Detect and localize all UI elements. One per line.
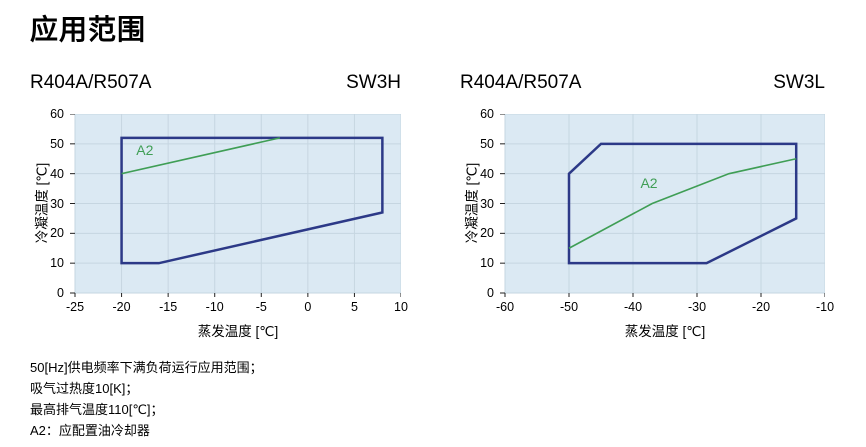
x-tick-label: -25 bbox=[65, 300, 85, 314]
x-tick-label: -10 bbox=[815, 300, 835, 314]
refrigerant-label: R404A/R507A bbox=[30, 72, 152, 93]
x-axis-ticks: -60 -50 -40 -30 -20 -10 bbox=[496, 300, 834, 316]
x-tick-label: 5 bbox=[350, 300, 358, 314]
footnotes: 50[Hz]供电频率下满负荷运行应用范围； 吸气过热度10[K]； 最高排气温度… bbox=[30, 357, 263, 441]
y-tick-label: 40 bbox=[50, 166, 64, 181]
x-tick-label: -50 bbox=[559, 300, 579, 314]
a2-label: A2 bbox=[136, 142, 153, 158]
note-line: A2：应配置油冷却器 bbox=[30, 423, 150, 438]
y-tick-label: 0 bbox=[57, 286, 64, 300]
x-tick-label: -30 bbox=[687, 300, 707, 314]
x-tick-label: -20 bbox=[751, 300, 771, 314]
a2-label: A2 bbox=[640, 175, 657, 191]
y-tick-label: 30 bbox=[480, 196, 494, 211]
chart-sw3h: R404A/R507A SW3H 冷凝温度 [℃] 0 10 20 30 40 50 60 … bbox=[30, 72, 408, 347]
x-tick-label: -40 bbox=[623, 300, 643, 314]
operating-envelope-outline bbox=[120, 136, 384, 265]
y-tick-label: 50 bbox=[480, 136, 494, 151]
note-line: 最高排气温度110[℃]； bbox=[30, 402, 164, 417]
refrigerant-label: R404A/R507A bbox=[460, 72, 582, 93]
chart-sw3l: R404A/R507A SW3L 冷凝温度 [℃] 0 10 20 30 40 50 60 … bbox=[460, 72, 834, 347]
y-tick-label: 10 bbox=[480, 256, 494, 271]
note-line: 吸气过热度10[K]； bbox=[30, 381, 139, 396]
x-tick-label: 0 bbox=[304, 300, 312, 314]
y-tick-label: 60 bbox=[50, 107, 64, 121]
page-title: 应用范围 bbox=[30, 14, 147, 45]
y-tick-label: 40 bbox=[480, 166, 494, 181]
note-line: 50[Hz]供电频率下满负荷运行应用范围； bbox=[30, 360, 263, 375]
x-tick-label: 10 bbox=[394, 300, 408, 314]
y-tick-label: 20 bbox=[50, 226, 64, 241]
x-tick-label: -60 bbox=[495, 300, 515, 314]
y-tick-label: 60 bbox=[480, 107, 494, 121]
chart-header: R404A/R507A SW3L bbox=[460, 72, 825, 94]
y-axis-ticks: 0 10 20 30 40 50 60 bbox=[30, 107, 64, 300]
model-label: SW3L bbox=[773, 72, 825, 93]
x-tick-label: -10 bbox=[205, 300, 224, 314]
x-tick-label: -15 bbox=[159, 300, 178, 314]
a2-line bbox=[568, 157, 797, 249]
model-label: SW3H bbox=[346, 72, 401, 93]
y-axis-ticks: 0 10 20 30 40 50 60 bbox=[460, 107, 494, 300]
x-tick-label: -5 bbox=[255, 300, 267, 314]
y-tick-label: 50 bbox=[50, 136, 64, 151]
y-tick-label: 30 bbox=[50, 196, 64, 211]
x-axis-title: 蒸发温度 [℃] bbox=[624, 324, 706, 339]
y-tick-label: 0 bbox=[487, 286, 494, 300]
a2-line bbox=[121, 137, 281, 175]
chart-header: R404A/R507A SW3H bbox=[30, 72, 401, 94]
x-tick-label: -20 bbox=[112, 300, 131, 314]
plot-area: A2 bbox=[70, 114, 401, 297]
x-axis-ticks: -25 -20 -15 -10 -5 0 5 10 bbox=[66, 300, 408, 316]
x-axis-title: 蒸发温度 [℃] bbox=[197, 324, 279, 339]
plot-area: A2 bbox=[500, 114, 825, 297]
y-tick-label: 20 bbox=[480, 226, 494, 241]
operating-envelope-outline bbox=[567, 142, 798, 265]
y-tick-label: 10 bbox=[50, 256, 64, 271]
